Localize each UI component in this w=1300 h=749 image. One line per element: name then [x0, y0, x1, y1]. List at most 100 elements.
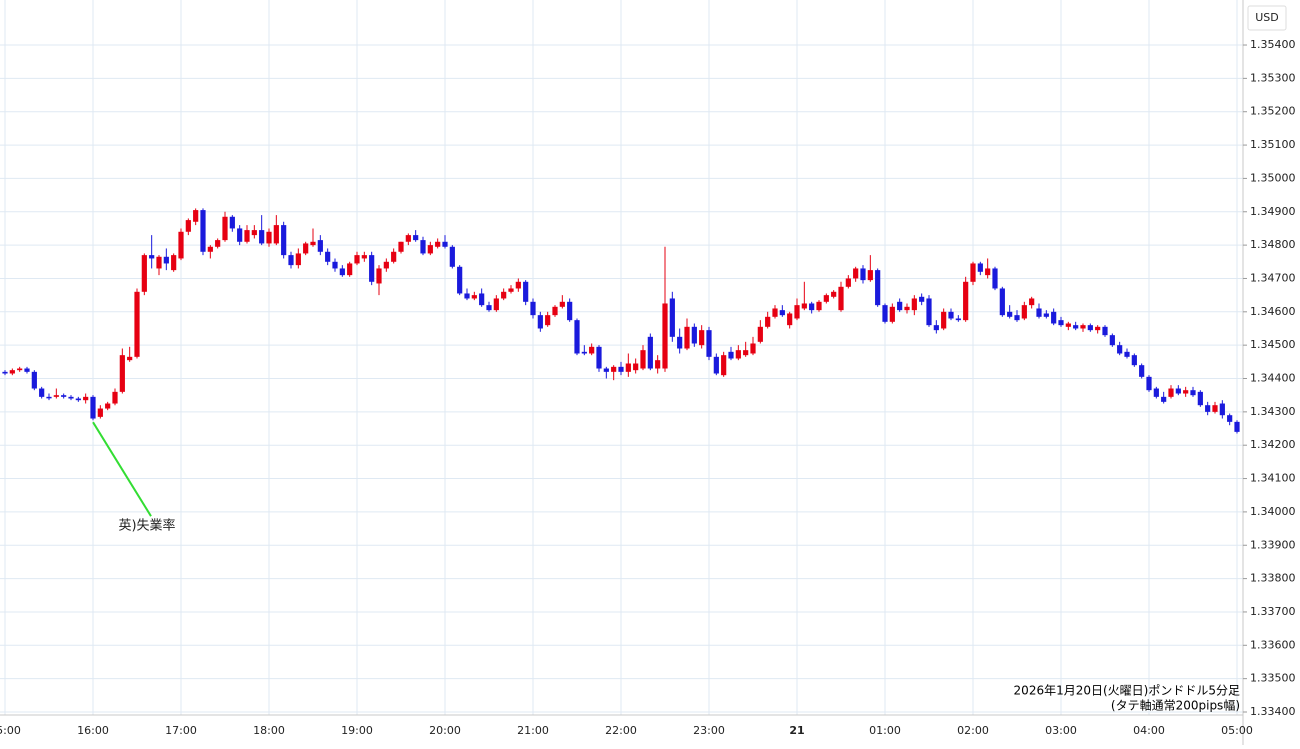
candle-body — [24, 368, 30, 372]
candle-body — [919, 296, 925, 302]
candle-body — [508, 288, 514, 292]
candle-body — [310, 241, 316, 246]
y-tick-label: 1.35000 — [1250, 171, 1296, 184]
candle-body — [933, 325, 939, 331]
candle-body — [992, 268, 998, 289]
candle-body — [750, 343, 756, 354]
candle-body — [156, 256, 162, 269]
candle-body — [882, 305, 888, 322]
candle-body — [860, 268, 866, 281]
candle-body — [677, 336, 683, 349]
candle-body — [823, 295, 829, 302]
candle-body — [706, 330, 712, 357]
candle-body — [926, 298, 932, 326]
y-tick-label: 1.35200 — [1250, 105, 1296, 118]
candle-body — [112, 391, 118, 404]
candle-body — [1197, 391, 1203, 406]
candle-body — [427, 245, 433, 254]
candle-body — [1117, 345, 1123, 354]
candle-body — [53, 395, 59, 397]
candle-body — [794, 305, 800, 319]
candle-body — [61, 395, 67, 397]
candle-body — [193, 210, 199, 222]
candle-body — [567, 301, 573, 321]
candle-body — [1183, 390, 1189, 394]
candle-body — [339, 268, 345, 276]
x-tick-label: 05:00 — [1221, 724, 1253, 737]
y-tick-label: 1.33700 — [1250, 605, 1296, 618]
candle-body — [464, 293, 470, 299]
candle-body — [1139, 365, 1145, 377]
candle-body — [119, 355, 125, 392]
x-tick-label: 21:00 — [517, 724, 549, 737]
candle-body — [1029, 298, 1035, 306]
candle-body — [317, 240, 323, 252]
y-tick-label: 1.34600 — [1250, 305, 1296, 318]
candle-body — [867, 270, 873, 281]
candle-body — [581, 351, 587, 354]
candle-body — [765, 316, 771, 327]
candle-body — [662, 303, 668, 369]
caption-line: (タテ軸通常200pips幅) — [1111, 698, 1240, 713]
candle-body — [1051, 311, 1057, 324]
candle-body — [471, 295, 477, 299]
candle-body — [420, 240, 426, 254]
x-tick-label: 21 — [789, 724, 804, 737]
candle-body — [875, 270, 881, 306]
x-tick-label: 22:00 — [605, 724, 637, 737]
candle-body — [1205, 405, 1211, 412]
candle-body — [816, 301, 822, 311]
candle-body — [163, 256, 169, 264]
grid — [0, 0, 1243, 715]
candle-body — [244, 230, 250, 242]
candle-body — [486, 305, 492, 311]
candle-body — [515, 281, 521, 289]
candle-body — [449, 246, 455, 267]
y-tick-label: 1.33600 — [1250, 638, 1296, 651]
candle-body — [1065, 323, 1071, 327]
y-tick-label: 1.33800 — [1250, 572, 1296, 585]
candle-body — [970, 263, 976, 282]
candle-body — [728, 351, 734, 359]
x-tick-label: 18:00 — [253, 724, 285, 737]
candle-body — [699, 330, 705, 346]
x-tick-label: 16:00 — [77, 724, 109, 737]
candle-body — [1073, 325, 1079, 329]
y-tick-label: 1.35300 — [1250, 71, 1296, 84]
annotation: 英)失業率 — [92, 421, 176, 534]
candle-body — [1219, 403, 1225, 416]
candle-body — [1087, 325, 1093, 331]
candle-body — [288, 255, 294, 266]
candle-body — [229, 216, 235, 229]
candle-body — [1124, 351, 1130, 357]
y-tick-label: 1.33900 — [1250, 538, 1296, 551]
candle-body — [127, 356, 133, 361]
y-tick-label: 1.35400 — [1250, 38, 1296, 51]
y-tick-label: 1.34700 — [1250, 271, 1296, 284]
candle-body — [999, 288, 1005, 316]
candle-body — [743, 350, 749, 356]
y-tick-label: 1.33500 — [1250, 672, 1296, 685]
candle-body — [831, 291, 837, 297]
candle-body — [435, 241, 441, 247]
candle-body — [853, 268, 859, 279]
candle-body — [1021, 305, 1027, 319]
candle-body — [1043, 313, 1049, 317]
candle-body — [1190, 390, 1196, 396]
candle-body — [589, 346, 595, 354]
candle-body — [75, 398, 81, 401]
x-tick-label: 17:00 — [165, 724, 197, 737]
candle-body — [897, 301, 903, 311]
currency-box — [1247, 5, 1287, 31]
candle-body — [39, 388, 45, 397]
candle-body — [354, 255, 360, 264]
x-tick-label: 20:00 — [429, 724, 461, 737]
candle-body — [977, 263, 983, 272]
x-tick-label: 23:00 — [693, 724, 725, 737]
candle-body — [68, 396, 74, 399]
candle-body — [251, 230, 257, 236]
candle-body — [963, 281, 969, 321]
candle-body — [772, 308, 778, 317]
